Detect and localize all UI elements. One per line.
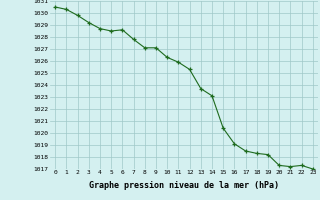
X-axis label: Graphe pression niveau de la mer (hPa): Graphe pression niveau de la mer (hPa) [89,181,279,190]
